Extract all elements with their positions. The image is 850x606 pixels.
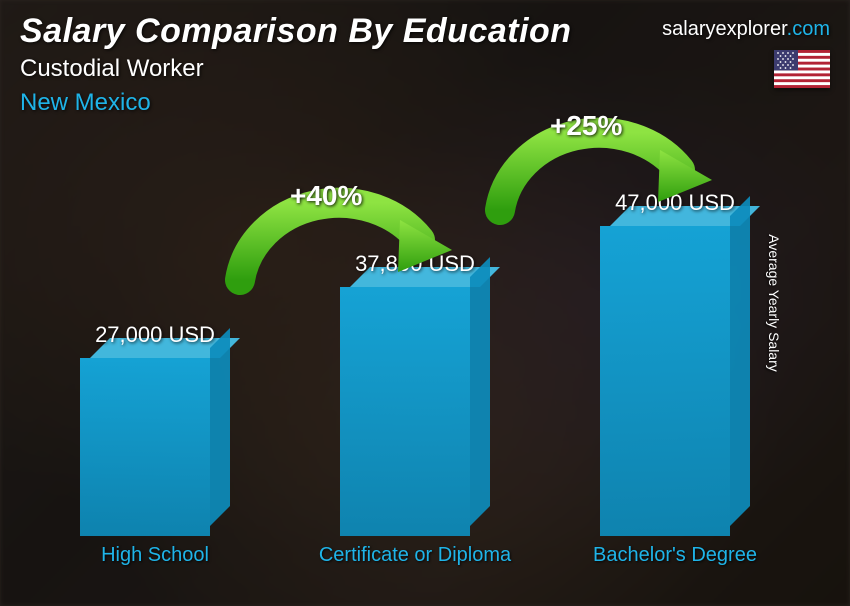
bar-label: Bachelor's Degree — [575, 544, 775, 567]
brand-watermark: salaryexplorer.com — [662, 18, 830, 41]
bar-side — [470, 257, 490, 526]
percent-increase: +40% — [290, 180, 362, 212]
bar-front — [80, 358, 210, 536]
bar: 37,800 USDCertificate or Diploma — [340, 287, 490, 536]
y-axis-label: Average Yearly Salary — [765, 234, 781, 372]
brand-main: salaryexplorer — [662, 18, 787, 40]
bar-label: Certificate or Diploma — [315, 544, 515, 567]
bar: 27,000 USDHigh School — [80, 358, 230, 536]
bar-3d — [600, 226, 750, 536]
location: New Mexico — [20, 89, 830, 117]
bar: 47,000 USDBachelor's Degree — [600, 226, 750, 536]
brand-domain: .com — [787, 18, 830, 40]
bar-chart: 27,000 USDHigh School37,800 USDCertifica… — [40, 130, 800, 586]
bar-3d — [80, 358, 230, 536]
bar-3d — [340, 287, 490, 536]
bar-side — [210, 328, 230, 526]
bar-label: High School — [55, 544, 255, 567]
bar-side — [730, 196, 750, 526]
increase-arrow — [220, 150, 460, 310]
job-title: Custodial Worker — [20, 55, 830, 83]
flag-icon — [774, 50, 830, 88]
bar-value: 27,000 USD — [95, 322, 215, 348]
bar-front — [600, 226, 730, 536]
bar-front — [340, 287, 470, 536]
